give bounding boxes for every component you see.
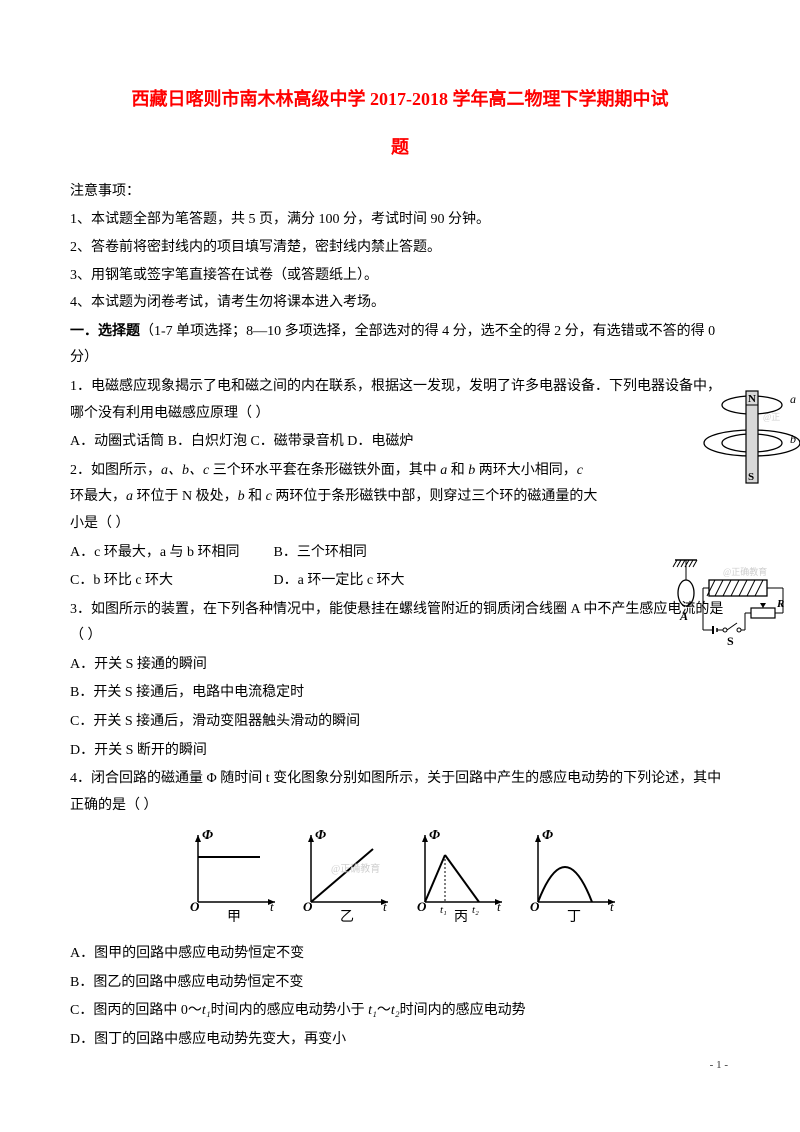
question-3-text: 3．如图所示的装置，在下列各种情况中，能使悬挂在螺线管附近的铜质闭合线圈 A 中…	[70, 597, 730, 650]
q2-magnet-diagram: N S a b c @正	[695, 388, 800, 493]
q3-optA: A．开关 S 接通的瞬间	[70, 652, 730, 679]
svg-text:乙: 乙	[340, 909, 354, 922]
svg-text:t₁: t₁	[440, 904, 447, 916]
svg-text:Φ: Φ	[429, 828, 440, 843]
svg-text:O: O	[303, 899, 313, 914]
graph-jia: Φ O t 甲	[180, 827, 280, 922]
notice-header: 注意事项：	[70, 179, 730, 206]
svg-text:O: O	[530, 899, 540, 914]
question-4-graphs: Φ O t 甲 Φ O t 乙 @正确教育 Φ O t₁ t₂ t 丙 Φ	[70, 827, 730, 933]
svg-text:@正确教育: @正确教育	[723, 566, 767, 577]
section1: 一．选择题（1-7 单项选择；8—10 多项选择，全部选对的得 4 分，选不全的…	[70, 319, 730, 372]
svg-text:t: t	[610, 899, 614, 914]
q2-optA: A．c 环最大，a 与 b 环相同	[70, 540, 270, 567]
svg-text:Φ: Φ	[315, 828, 326, 843]
q2-optC: C．b 环比 c 环大	[70, 568, 270, 595]
svg-text:Φ: Φ	[202, 828, 213, 843]
q3-circuit-diagram: A R S @正确教育	[665, 555, 790, 655]
graph-bing: Φ O t₁ t₂ t 丙	[407, 827, 507, 922]
svg-text:N: N	[748, 393, 756, 405]
q4-optC: C．图丙的回路中 0～t₁时间内的感应电动势小于 t₁～t₂时间内的感应电动势	[70, 998, 730, 1025]
svg-text:S: S	[748, 471, 754, 483]
svg-text:b: b	[790, 432, 796, 446]
svg-text:甲: 甲	[227, 910, 241, 922]
svg-text:t: t	[497, 899, 501, 914]
page-footer: - 1 -	[710, 1055, 728, 1076]
section1-rule: （1-7 单项选择；8—10 多项选择，全部选对的得 4 分，选不全的得 2 分…	[70, 324, 715, 366]
notice-item-2: 2、答卷前将密封线内的项目填写清楚，密封线内禁止答题。	[70, 235, 730, 262]
graph-yi: Φ O t 乙 @正确教育	[293, 827, 393, 922]
q3-optD: D．开关 S 断开的瞬间	[70, 738, 730, 765]
svg-text:Φ: Φ	[542, 828, 553, 843]
exam-title-line1: 西藏日喀则市南木林高级中学 2017-2018 学年高二物理下学期期中试	[70, 80, 730, 120]
graph-ding: Φ O t 丁	[520, 827, 620, 922]
q4-optD: D．图丁的回路中感应电动势先变大，再变小	[70, 1027, 730, 1054]
svg-text:a: a	[790, 392, 796, 406]
svg-text:@正确教育: @正确教育	[331, 862, 380, 875]
question-2-options-row1: A．c 环最大，a 与 b 环相同 B．三个环相同	[70, 540, 730, 567]
question-2-options-row2: C．b 环比 c 环大 D．a 环一定比 c 环大	[70, 568, 730, 595]
svg-text:O: O	[190, 899, 200, 914]
svg-text:t: t	[270, 899, 274, 914]
svg-text:t: t	[383, 899, 387, 914]
notice-item-3: 3、用钢笔或签字笔直接答在试卷（或答题纸上）。	[70, 263, 730, 290]
notice-item-1: 1、本试题全部为笔答题，共 5 页，满分 100 分，考试时间 90 分钟。	[70, 207, 730, 234]
question-1-options: A．动圈式话筒 B．白炽灯泡 C．磁带录音机 D．电磁炉	[70, 429, 730, 456]
q3-optB: B．开关 S 接通后，电路中电流稳定时	[70, 680, 730, 707]
svg-text:S: S	[727, 634, 734, 648]
question-1-text: 1．电磁感应现象揭示了电和磁之间的内在联系，根据这一发现，发明了许多电器设备．下…	[70, 374, 730, 427]
svg-text:O: O	[417, 899, 427, 914]
q2-optB: B．三个环相同	[274, 545, 367, 560]
q4-optB: B．图乙的回路中感应电动势恒定不变	[70, 970, 730, 997]
svg-text:丙: 丙	[454, 910, 468, 922]
q3-optC: C．开关 S 接通后，滑动变阻器触头滑动的瞬间	[70, 709, 730, 736]
svg-text:t₂: t₂	[472, 904, 479, 916]
svg-text:@正: @正	[763, 412, 780, 422]
exam-title-line2: 题	[70, 130, 730, 164]
q4-optA: A．图甲的回路中感应电动势恒定不变	[70, 941, 730, 968]
question-2-text: 2．如图所示，a、b、c 三个环水平套在条形磁铁外面，其中 a 和 b 两环大小…	[70, 458, 730, 538]
question-4-text: 4．闭合回路的磁通量 Φ 随时间 t 变化图象分别如图所示，关于回路中产生的感应…	[70, 766, 730, 819]
q2-optD: D．a 环一定比 c 环大	[274, 573, 405, 588]
svg-text:R: R	[776, 598, 784, 610]
section1-heading: 一．选择题	[70, 324, 140, 339]
svg-text:A: A	[679, 609, 688, 623]
svg-text:丁: 丁	[567, 910, 581, 922]
notice-item-4: 4、本试题为闭卷考试，请考生勿将课本进入考场。	[70, 290, 730, 317]
